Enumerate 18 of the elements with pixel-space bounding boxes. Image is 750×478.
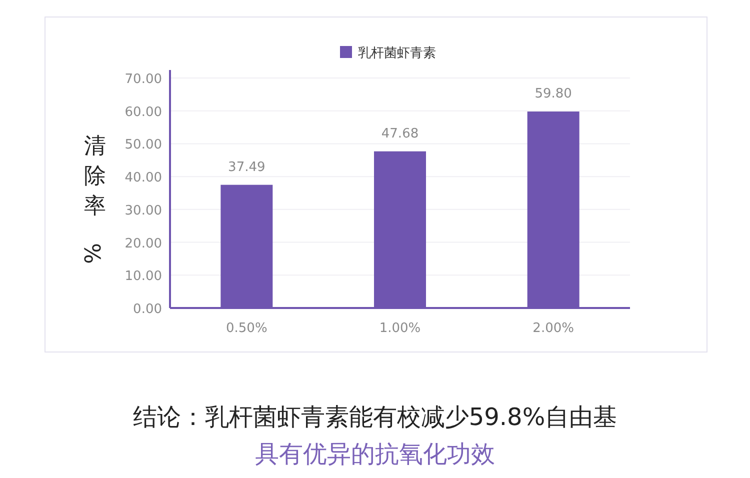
y-tick-label: 0.00 [133,302,162,317]
y-tick-label: 40.00 [124,170,162,186]
y-tick-label: 60.00 [124,104,162,120]
y-tick-label: 10.00 [124,269,162,284]
y-axis-title: 清除率% [78,134,106,264]
data-label: 59.80 [534,86,572,102]
x-tick-label: 0.50% [226,321,268,336]
y-tick-label: 30.00 [124,203,162,218]
text: 结论：乳杆菌虾青素能有校减少59.8%自由基 [132,403,618,431]
y-tick-label: 70.00 [124,72,162,87]
x-tick-label: 2.00% [532,321,574,336]
y-tick-label: 50.00 [124,138,162,153]
data-label: 37.49 [228,160,266,175]
legend-label: 乳杆菌虾青素 [358,46,436,61]
y-tick-label: 20.00 [124,236,162,252]
text: 具有优异的抗氧化功效 [255,440,495,468]
x-tick-label: 1.00% [379,321,421,336]
data-label: 47.68 [381,126,419,142]
